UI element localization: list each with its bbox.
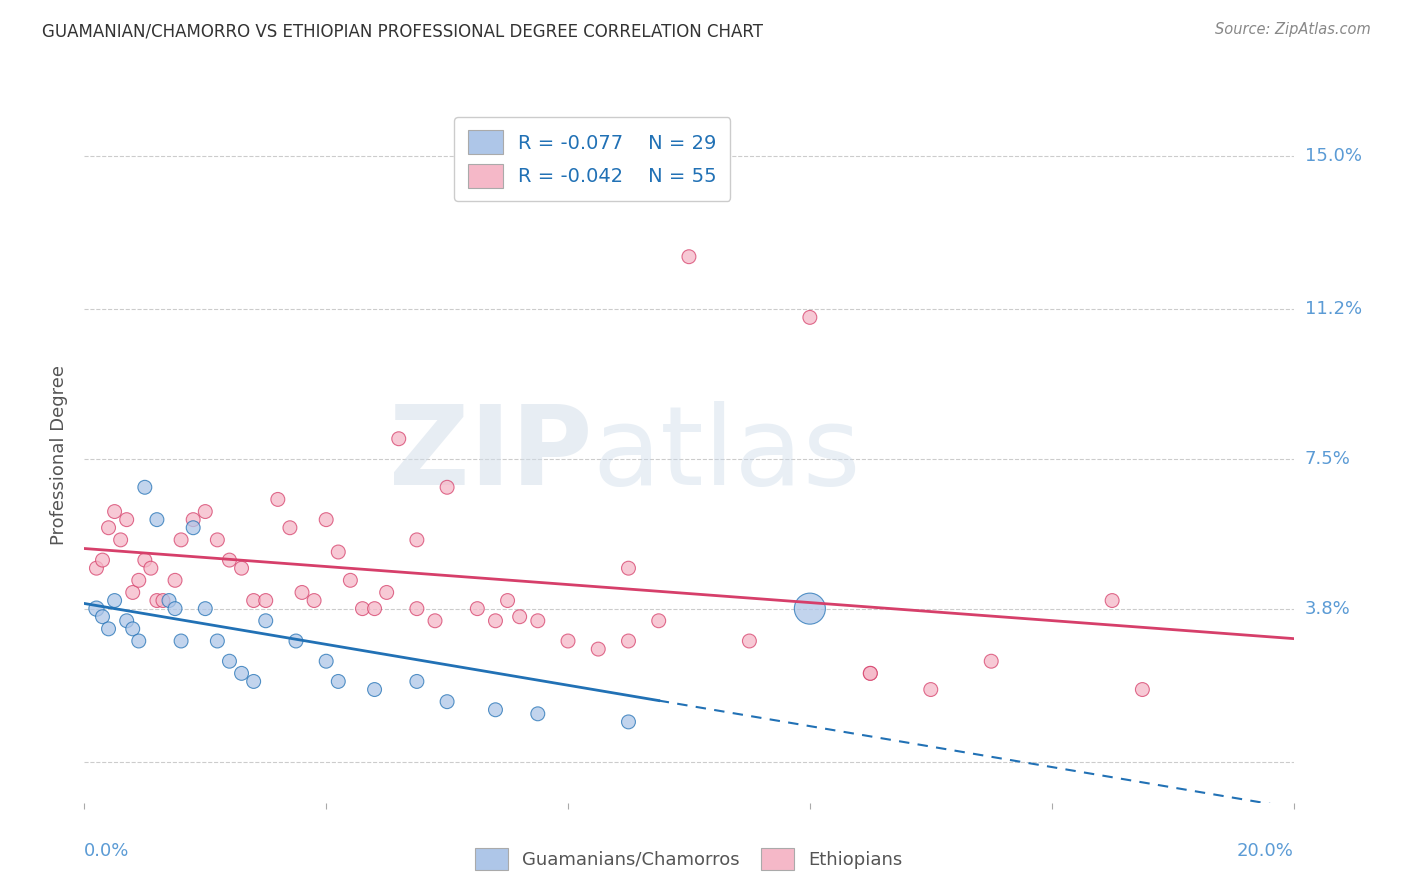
Point [86, 601, 108, 615]
Point [406, 674, 429, 689]
Point [526, 614, 548, 628]
Point [115, 513, 138, 527]
Point [980, 654, 1002, 668]
Point [678, 250, 700, 264]
Text: 11.2%: 11.2% [1305, 301, 1362, 318]
Point [207, 533, 229, 547]
Point [104, 504, 127, 518]
Point [207, 634, 229, 648]
Point [617, 561, 640, 575]
Point [278, 521, 301, 535]
Point [254, 614, 277, 628]
Text: ZIP: ZIP [389, 401, 592, 508]
Point [406, 533, 429, 547]
Point [291, 585, 314, 599]
Text: 3.8%: 3.8% [1305, 599, 1350, 617]
Point [115, 614, 138, 628]
Point [467, 601, 489, 615]
Point [423, 614, 446, 628]
Legend: Guamanians/Chamorros, Ethiopians: Guamanians/Chamorros, Ethiopians [468, 841, 910, 877]
Point [738, 634, 761, 648]
Point [557, 634, 579, 648]
Point [157, 593, 180, 607]
Point [484, 703, 506, 717]
Point [328, 545, 350, 559]
Point [139, 561, 162, 575]
Point [1101, 593, 1123, 607]
Point [375, 585, 398, 599]
Point [128, 634, 150, 648]
Point [121, 585, 143, 599]
Point [152, 593, 174, 607]
Point [181, 521, 204, 535]
Point [194, 601, 217, 615]
Point [110, 533, 132, 547]
Point [163, 601, 186, 615]
Point [647, 614, 671, 628]
Point [388, 432, 411, 446]
Point [284, 634, 308, 648]
Point [146, 513, 169, 527]
Point [163, 574, 186, 588]
Text: 0.0%: 0.0% [84, 842, 129, 860]
Point [339, 574, 361, 588]
Point [799, 601, 821, 615]
Point [91, 553, 114, 567]
Point [436, 480, 458, 494]
Point [128, 574, 150, 588]
Text: GUAMANIAN/CHAMORRO VS ETHIOPIAN PROFESSIONAL DEGREE CORRELATION CHART: GUAMANIAN/CHAMORRO VS ETHIOPIAN PROFESSI… [42, 22, 763, 40]
Text: atlas: atlas [592, 401, 860, 508]
Point [134, 480, 156, 494]
Point [97, 622, 120, 636]
Point [617, 714, 640, 729]
Point [97, 521, 120, 535]
Point [218, 654, 240, 668]
Point [146, 593, 169, 607]
Point [218, 553, 240, 567]
Point [859, 666, 882, 681]
Text: 7.5%: 7.5% [1305, 450, 1351, 468]
Point [181, 513, 204, 527]
Text: 20.0%: 20.0% [1237, 842, 1294, 860]
Point [363, 601, 385, 615]
Text: Source: ZipAtlas.com: Source: ZipAtlas.com [1215, 22, 1371, 37]
Point [170, 533, 193, 547]
Point [302, 593, 325, 607]
Point [526, 706, 548, 721]
Point [920, 682, 942, 697]
Point [194, 504, 217, 518]
Point [617, 634, 640, 648]
Point [799, 310, 821, 325]
Point [406, 601, 429, 615]
Point [231, 666, 253, 681]
Text: 15.0%: 15.0% [1305, 146, 1361, 165]
Point [231, 561, 253, 575]
Point [121, 622, 143, 636]
Point [363, 682, 385, 697]
Point [484, 614, 506, 628]
Point [328, 674, 350, 689]
Point [588, 642, 610, 657]
Point [91, 609, 114, 624]
Point [242, 593, 264, 607]
Point [134, 553, 156, 567]
Point [86, 561, 108, 575]
Point [267, 492, 290, 507]
Point [496, 593, 519, 607]
Point [104, 593, 127, 607]
Point [1130, 682, 1153, 697]
Point [315, 513, 337, 527]
Point [436, 695, 458, 709]
Point [242, 674, 264, 689]
Point [315, 654, 337, 668]
Point [352, 601, 374, 615]
Y-axis label: Professional Degree: Professional Degree [51, 365, 69, 545]
Point [509, 609, 531, 624]
Point [859, 666, 882, 681]
Point [170, 634, 193, 648]
Point [254, 593, 277, 607]
